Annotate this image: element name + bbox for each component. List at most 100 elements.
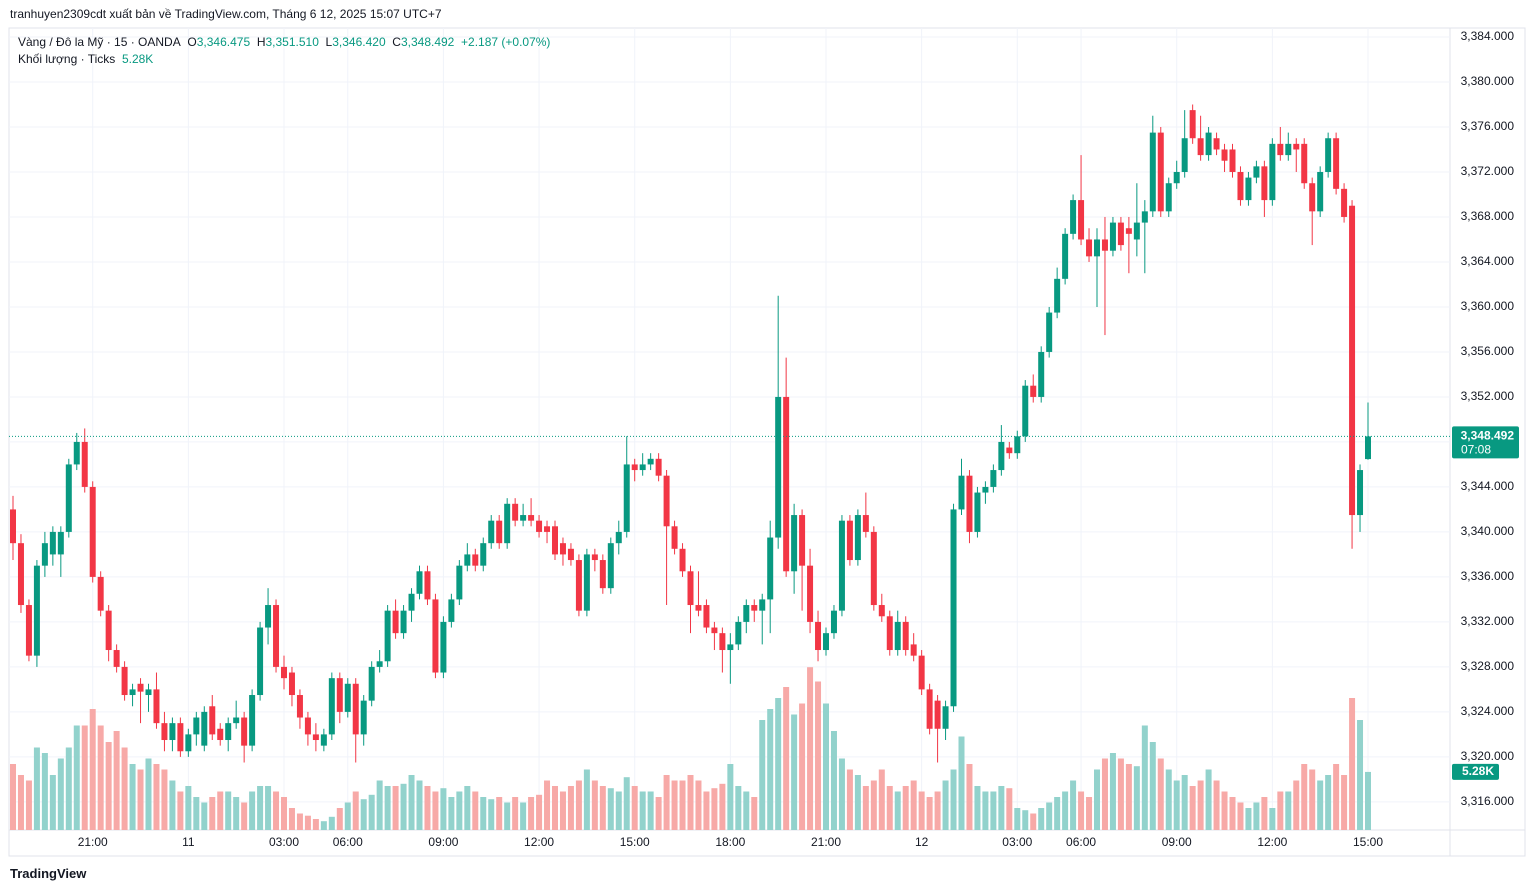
candle-body bbox=[1109, 222, 1116, 251]
volume-bar bbox=[400, 783, 407, 830]
candle-body bbox=[480, 543, 487, 566]
x-tick-label: 21:00 bbox=[811, 835, 841, 849]
candle-body bbox=[958, 475, 965, 510]
volume-bar bbox=[1109, 753, 1116, 830]
volume-bar bbox=[233, 797, 240, 830]
volume-bar bbox=[1333, 764, 1340, 830]
candle-body bbox=[177, 723, 184, 752]
volume-bar bbox=[209, 797, 216, 830]
x-tick-label: 03:00 bbox=[269, 835, 299, 849]
volume-bar bbox=[504, 802, 511, 830]
x-tick-label: 15:00 bbox=[1353, 835, 1383, 849]
volume-bar bbox=[894, 791, 901, 830]
volume-tag-label: 5.28K bbox=[1462, 764, 1494, 778]
volume-bar bbox=[1221, 791, 1228, 830]
candle-body bbox=[950, 509, 957, 707]
volume-bar bbox=[1213, 780, 1220, 830]
candle-body bbox=[552, 526, 558, 555]
candle-body bbox=[679, 548, 686, 572]
candle-body bbox=[1149, 132, 1156, 212]
volume-bar bbox=[1357, 720, 1364, 830]
volume-bar bbox=[344, 802, 351, 830]
candle-body bbox=[217, 728, 224, 741]
volume-bar bbox=[1101, 758, 1108, 830]
volume-bar bbox=[304, 815, 311, 830]
volume-bar bbox=[711, 788, 718, 830]
volume-title: Khối lượng · Ticks bbox=[18, 52, 116, 66]
candle-body bbox=[719, 633, 726, 651]
candle-body bbox=[1125, 228, 1132, 234]
candle-body bbox=[1197, 138, 1204, 156]
volume-bar bbox=[647, 791, 654, 830]
candle-body bbox=[711, 627, 718, 634]
volume-bar bbox=[591, 780, 598, 830]
candle-body bbox=[663, 475, 670, 527]
candle-body bbox=[775, 396, 782, 538]
y-tick-label: 3,344.000 bbox=[1461, 479, 1515, 493]
candle-body bbox=[838, 520, 845, 611]
y-tick-label: 3,380.000 bbox=[1461, 74, 1515, 88]
x-tick-label: 21:00 bbox=[78, 835, 108, 849]
candle-body bbox=[65, 464, 72, 532]
volume-bar bbox=[1086, 797, 1093, 830]
volume-bar bbox=[1197, 780, 1204, 830]
volume-bar bbox=[982, 791, 989, 830]
volume-bar bbox=[1014, 808, 1021, 830]
candle-body bbox=[982, 486, 989, 493]
volume-bar bbox=[838, 758, 845, 830]
x-tick-label: 11 bbox=[182, 835, 195, 849]
candle-body bbox=[1269, 143, 1276, 201]
candle-body bbox=[966, 475, 973, 532]
candle-body bbox=[472, 554, 479, 566]
candle-body bbox=[10, 509, 16, 544]
y-tick-label: 3,384.000 bbox=[1461, 29, 1515, 43]
candle-body bbox=[607, 543, 614, 589]
value: 3,348.492 bbox=[400, 35, 455, 49]
candle-body bbox=[1365, 436, 1371, 460]
volume-bar bbox=[288, 808, 295, 830]
candle-body bbox=[97, 576, 104, 611]
value: 3,351.510 bbox=[265, 35, 319, 49]
volume-bar bbox=[631, 786, 638, 830]
volume-bar bbox=[1038, 808, 1045, 830]
candle-body bbox=[1030, 385, 1037, 397]
candle-body bbox=[1301, 143, 1308, 184]
value: 3,346.475 bbox=[196, 35, 251, 49]
candle-body bbox=[209, 706, 216, 735]
candle-body bbox=[655, 458, 662, 476]
candle-body bbox=[830, 610, 837, 634]
candle-body bbox=[336, 678, 343, 712]
candle-body bbox=[288, 672, 295, 696]
volume-bar bbox=[902, 786, 909, 830]
symbol: Vàng / Đô la Mỹ · 15 · OANDA bbox=[18, 35, 181, 49]
candle-body bbox=[974, 492, 981, 532]
volume-bar bbox=[870, 780, 877, 830]
volume-bar bbox=[823, 703, 829, 830]
candle-body bbox=[894, 621, 901, 651]
volume-bar bbox=[655, 797, 662, 830]
candle-body bbox=[1141, 211, 1148, 223]
x-tick-label: 15:00 bbox=[620, 835, 650, 849]
candle-body bbox=[376, 661, 383, 667]
candle-body bbox=[1285, 143, 1292, 156]
candle-body bbox=[862, 515, 869, 532]
volume-bar bbox=[376, 780, 383, 830]
volume-bar bbox=[1325, 775, 1332, 830]
candle-body bbox=[249, 695, 256, 746]
volume-bar bbox=[663, 775, 670, 830]
key: H bbox=[256, 35, 266, 49]
volume-bar bbox=[1173, 780, 1180, 830]
volume-bar bbox=[320, 821, 327, 830]
candle-body bbox=[1173, 171, 1180, 184]
y-tick-label: 3,324.000 bbox=[1461, 704, 1515, 718]
candle-body bbox=[743, 605, 750, 622]
y-tick-label: 3,356.000 bbox=[1461, 344, 1515, 358]
volume-bar bbox=[575, 780, 582, 830]
candle-body bbox=[504, 503, 511, 544]
volume-bar bbox=[1293, 780, 1300, 830]
candle-body bbox=[815, 621, 822, 651]
volume-bar bbox=[1094, 769, 1100, 830]
volume-bar bbox=[113, 731, 120, 830]
volume-bar bbox=[10, 764, 16, 830]
candle-body bbox=[408, 593, 415, 611]
